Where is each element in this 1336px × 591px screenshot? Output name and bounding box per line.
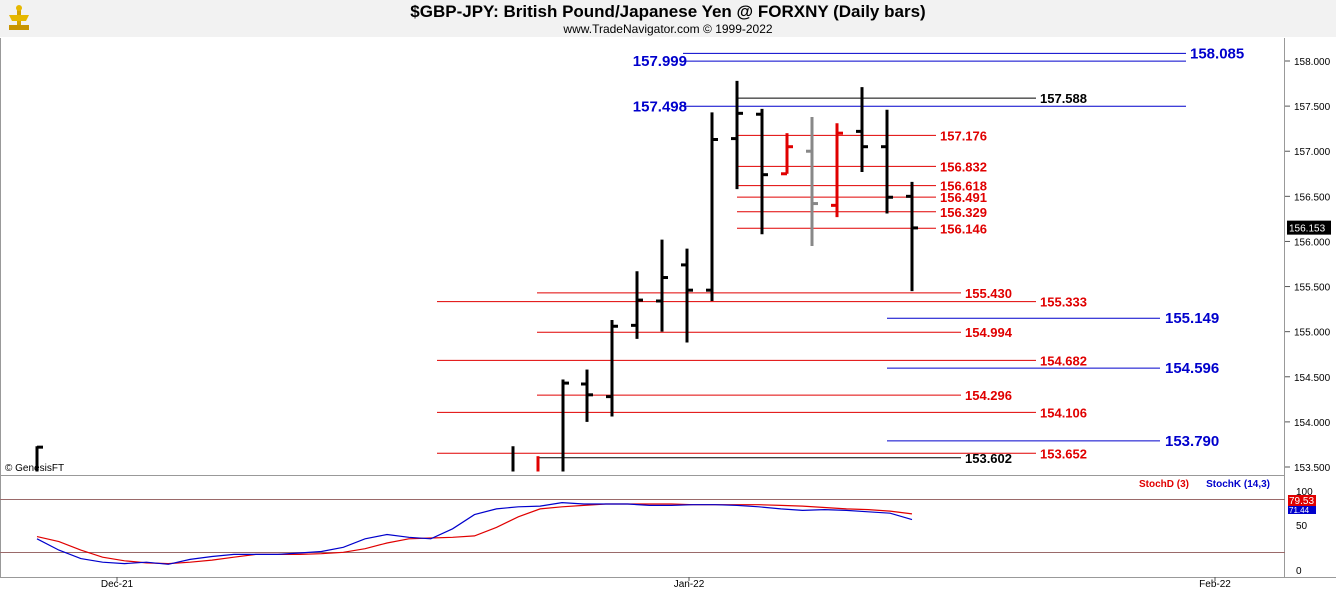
ohlc-bar: [856, 87, 868, 172]
copyright-note: © GenesisFT: [5, 463, 65, 474]
stochk-line: [36, 501, 913, 565]
level-label: 155.333: [1040, 295, 1087, 310]
chart-subtitle: www.TradeNavigator.com © 1999-2022: [563, 22, 773, 36]
level-label: 154.994: [965, 325, 1013, 340]
stochd-last-box: [1288, 495, 1316, 506]
stoch-y-tick-label: 0: [1296, 566, 1302, 577]
x-tick-label: Jan-22: [674, 579, 705, 590]
level-label: 155.149: [1165, 310, 1219, 327]
stochd-line: [36, 503, 913, 565]
legend-stochd: StochD (3): [1139, 479, 1189, 490]
y-tick-label: 153.500: [1294, 463, 1331, 474]
level-label: 153.602: [965, 451, 1012, 466]
ohlc-bar: [656, 239, 668, 332]
y-tick-label: 158.000: [1294, 57, 1331, 68]
ohlc-bar: [806, 116, 818, 246]
ohlc-bar: [581, 369, 593, 422]
y-tick-label: 154.500: [1294, 373, 1331, 384]
level-label: 153.652: [1040, 446, 1087, 461]
level-label: 156.832: [940, 159, 987, 174]
ohlc-bar: [561, 379, 569, 472]
last-price-label: 156.153: [1289, 224, 1326, 235]
stochk-last-value: 71.44: [1289, 506, 1310, 515]
y-tick-label: 154.000: [1294, 418, 1331, 429]
level-label: 156.618: [940, 179, 987, 194]
ohlc-bar: [781, 133, 793, 176]
ohlc-bar: [731, 80, 743, 190]
level-label: 156.329: [940, 205, 987, 220]
legend-stochk: StochK (14,3): [1206, 479, 1270, 490]
y-tick-label: 155.500: [1294, 283, 1331, 294]
x-tick-label: Feb-22: [1199, 579, 1231, 590]
ohlc-bar: [706, 112, 718, 301]
stochd-last-value: 79.53: [1289, 496, 1314, 507]
ohlc-bar: [35, 445, 43, 472]
level-label: 156.146: [940, 221, 987, 236]
ohlc-bar: [606, 319, 618, 417]
level-label: 154.596: [1165, 360, 1219, 377]
trade-navigator-logo: [9, 5, 29, 30]
ohlc-bar: [681, 248, 693, 343]
stochk-last-box: [1288, 506, 1316, 514]
y-tick-label: 155.000: [1294, 328, 1331, 339]
ohlc-bar: [831, 123, 843, 218]
chart-header: [0, 0, 1336, 37]
level-label: 157.588: [1040, 91, 1087, 106]
level-label: 154.296: [965, 388, 1012, 403]
y-tick-label: 156.500: [1294, 192, 1331, 203]
y-tick-label: 157.500: [1294, 102, 1331, 113]
x-tick-label: Dec-21: [101, 579, 134, 590]
y-tick-label: 156.000: [1294, 237, 1331, 248]
ohlc-bar: [881, 109, 893, 214]
level-label: 157.999: [633, 53, 687, 70]
level-label: 157.498: [633, 98, 687, 115]
ohlc-bar: [756, 108, 768, 235]
stoch-y-tick-label: 100: [1296, 487, 1313, 498]
level-label: 154.682: [1040, 353, 1087, 368]
level-label: 155.430: [965, 286, 1012, 301]
last-price-box: [1287, 220, 1331, 235]
level-label: 158.085: [1190, 45, 1244, 62]
chart-title: $GBP-JPY: British Pound/Japanese Yen @ F…: [410, 2, 926, 21]
level-label: 156.491: [940, 190, 987, 205]
ohlc-bar: [631, 271, 643, 339]
level-label: 153.790: [1165, 433, 1219, 450]
level-label: 154.106: [1040, 405, 1087, 420]
stoch-y-tick-label: 50: [1296, 521, 1308, 532]
y-tick-label: 157.000: [1294, 147, 1331, 158]
level-label: 157.176: [940, 128, 987, 143]
ohlc-bar: [906, 181, 918, 292]
